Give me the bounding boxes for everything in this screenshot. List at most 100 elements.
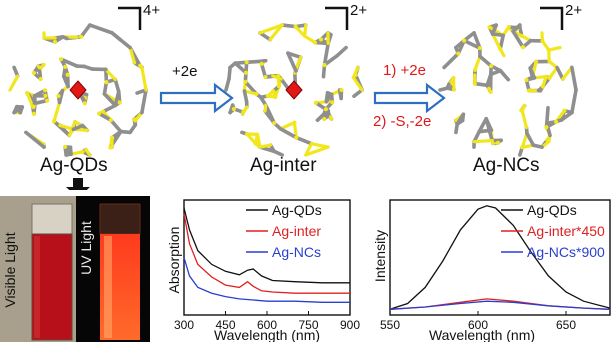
ag-ag-bond [82,64,95,71]
sulfur-atom [524,77,529,83]
ag-ag-bond [113,77,121,94]
sulfur-atom [97,111,102,116]
ag-ag-bond [484,116,494,143]
sulfur-atom [472,67,478,72]
ag-ag-bond [454,122,460,135]
sulfur-atom [545,137,550,143]
ag-ag-bond [263,103,277,125]
ag-ag-bond [352,88,364,98]
ag-ag-bond [227,65,232,81]
ag-ag-bond [472,129,481,144]
absorption-chart: 300 450 600 750 900 Ag-QDs Ag-inter Ag-NCs Abs… [166,199,360,342]
ag-s-bond [140,65,148,92]
cluster-name: Ag-NCs [473,155,540,176]
sulfur-atom [231,106,237,112]
sulfur-atom [31,111,37,116]
sulfur-atom [63,64,68,69]
ag-ag-bond [57,88,65,105]
ag-ag-bond [472,31,482,50]
sulfur-atom [243,70,249,75]
ag-ag-bond [109,118,123,134]
ag-ag-bond [244,59,263,65]
ag-ag-bond [24,130,46,149]
right-arrow-icon [159,82,234,114]
sulfur-atom [82,101,87,106]
sulfur-atom [41,62,46,67]
ag-ag-bond [61,74,70,89]
sulfur-atom [62,144,68,150]
ag-s-bond [328,115,334,121]
ag-s-bond [58,123,76,131]
sulfur-atom [43,93,48,98]
x-tick-label: 650 [556,318,576,332]
sulfur-atom [263,74,268,80]
ag-s-bond [258,23,284,35]
charge-bracket [325,6,349,30]
sulfur-atom [292,120,297,125]
ag-ag-bond [242,89,249,104]
sulfur-atom [276,84,282,89]
x-tick-label: 750 [298,318,318,332]
legend-label: Ag-inter [272,223,321,239]
legend-label: Ag-QDs [272,202,322,218]
sulfur-atom [80,149,85,154]
central-atom [285,80,303,100]
sulfur-atom [108,118,113,123]
step2-label-b: 2) -S,-2e [373,113,432,130]
sulfur-atom [272,120,277,126]
ag-s-bond [547,66,559,80]
ag-ag-bond [64,152,73,157]
ag-ag-bond [438,86,450,92]
sulfur-atom [276,73,281,78]
sulfur-atom [520,145,525,150]
ag-s-bond [561,65,574,81]
sulfur-atom [42,88,48,93]
ag-s-bond [351,75,364,92]
sulfur-atom [133,118,138,123]
ag-ag-bond [490,32,505,38]
ag-s-bond [472,138,494,144]
ag-ag-bond [478,54,493,68]
sulfur-atom [330,100,335,105]
ag-ag-bond [101,103,118,114]
ag-ag-bond [113,89,121,108]
ag-ag-bond [559,110,574,122]
sulfur-atom [519,33,524,39]
sulfur-atom [259,61,264,67]
charge-bracket [118,6,142,30]
charge-label: 2+ [565,2,583,19]
x-tick-label: 900 [340,318,360,332]
sulfur-atom [241,110,246,115]
vial-cap [99,203,141,235]
ag-s-bond [491,32,502,51]
sulfur-atom [25,90,30,96]
sulfur-atom [489,63,494,69]
ag-ag-bond [71,123,85,132]
ag-ag-bond [118,129,132,135]
step1-label: +2e [172,63,198,80]
ag-s-bond [268,23,284,42]
vial-cap [31,203,73,235]
ag-ag-bond [110,31,132,50]
sulfur-atom [78,34,84,39]
sulfur-atom [472,81,477,86]
ag-ag-bond [313,40,330,46]
sulfur-atom [477,45,482,51]
ag-s-bond [104,67,117,82]
series-line-ag-qds [183,207,350,284]
sulfur-atom [451,75,456,81]
ag-ag-bond [570,88,578,115]
x-tick-label: 550 [380,318,400,332]
sulfur-atom [534,59,539,64]
ag-s-bond [532,75,548,80]
x-tick-label: 600 [257,318,277,332]
series-line-ag-inter [183,213,350,294]
ag-s-bond [128,46,137,65]
x-axis-label: Wavelength (nm) [214,327,320,342]
ag-ag-bond [335,45,348,58]
plot-frame [183,199,351,316]
sulfur-atom [322,62,327,68]
x-tick-label: 450 [215,318,235,332]
sulfur-atom [546,48,551,53]
sulfur-atom [265,93,270,99]
